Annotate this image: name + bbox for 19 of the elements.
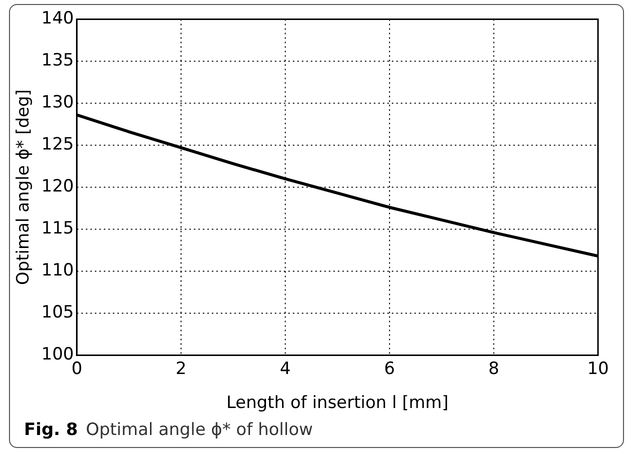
y-tick-label: 105	[41, 302, 74, 323]
x-tick-label: 4	[280, 358, 291, 379]
y-tick-label: 110	[41, 260, 74, 281]
x-axis-title: Length of insertion l [mm]	[226, 393, 448, 414]
caption: Fig. 8	[24, 420, 78, 440]
y-tick-label: 125	[41, 134, 74, 155]
y-axis-title: Optimal angle ϕ* [deg]	[14, 89, 34, 286]
x-tick-label: 0	[71, 358, 82, 379]
y-tick-label: 100	[41, 344, 74, 365]
y-tick-label: 120	[41, 176, 74, 197]
x-tick-label: 10	[587, 358, 609, 379]
y-tick-label: 135	[41, 50, 74, 71]
text: Optimal angle ϕ* of hollow	[86, 420, 313, 440]
x-tick-label: 6	[384, 358, 395, 379]
x-tick-label: 8	[488, 358, 500, 379]
y-tick-label: 140	[41, 8, 74, 29]
y-tick-label: 115	[41, 218, 74, 239]
y-tick-label: 130	[41, 92, 74, 113]
x-tick-label: 2	[176, 358, 186, 379]
